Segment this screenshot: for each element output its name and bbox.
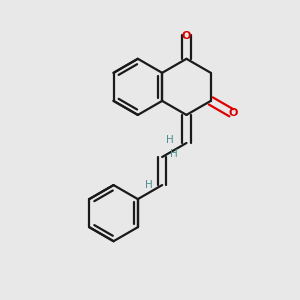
Text: H: H (170, 149, 178, 159)
Text: O: O (182, 32, 191, 41)
Text: O: O (228, 108, 238, 118)
Text: H: H (166, 135, 174, 145)
Text: H: H (145, 180, 152, 190)
